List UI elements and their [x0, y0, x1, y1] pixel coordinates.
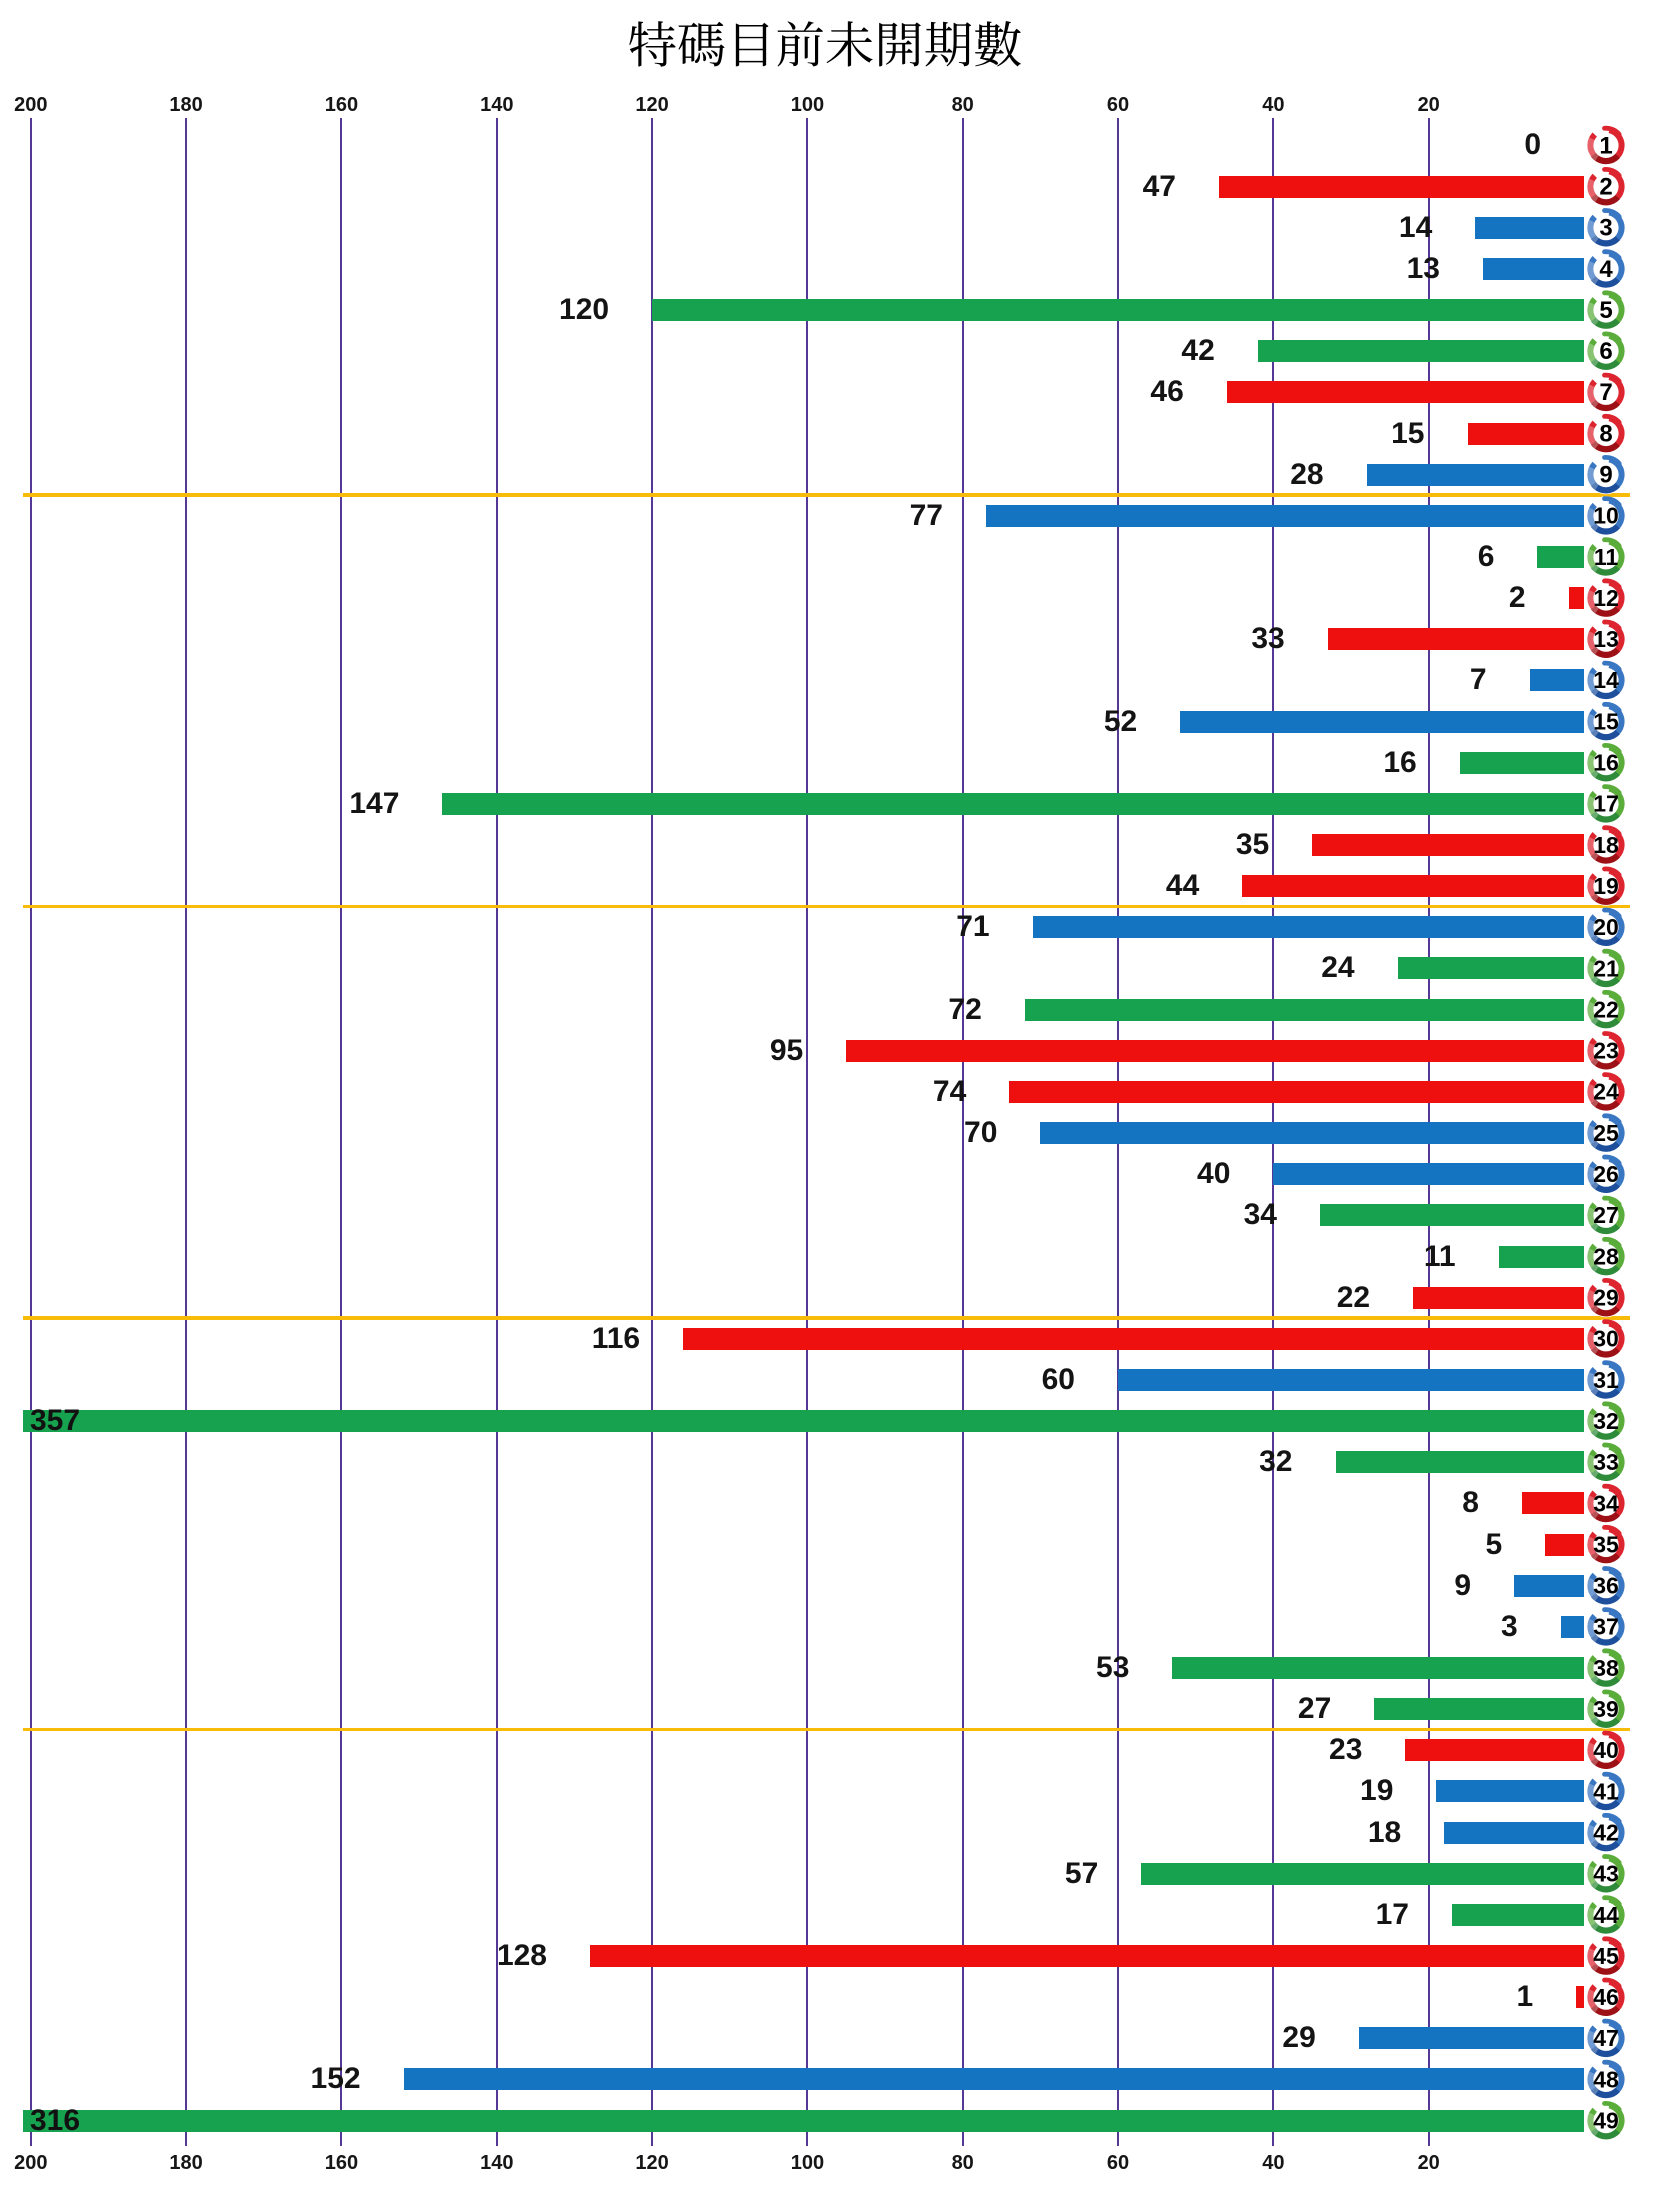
svg-text:14: 14	[1593, 667, 1619, 693]
svg-text:43: 43	[1593, 1861, 1619, 1887]
svg-text:48: 48	[1593, 2066, 1619, 2092]
svg-text:13: 13	[1593, 626, 1619, 652]
svg-text:44: 44	[1593, 1902, 1619, 1928]
svg-text:9: 9	[1599, 462, 1612, 489]
svg-text:2: 2	[1599, 174, 1612, 201]
svg-text:49: 49	[1593, 2108, 1619, 2134]
svg-text:31: 31	[1593, 1367, 1619, 1393]
svg-text:23: 23	[1593, 1038, 1619, 1064]
svg-text:30: 30	[1593, 1326, 1619, 1352]
svg-text:10: 10	[1593, 503, 1619, 529]
svg-text:4: 4	[1599, 256, 1613, 283]
svg-text:20: 20	[1593, 914, 1619, 940]
svg-text:46: 46	[1593, 1984, 1619, 2010]
svg-text:6: 6	[1599, 338, 1612, 365]
svg-text:16: 16	[1593, 750, 1619, 776]
svg-text:41: 41	[1593, 1778, 1619, 1804]
svg-text:7: 7	[1599, 379, 1612, 406]
svg-text:21: 21	[1593, 955, 1619, 981]
svg-text:35: 35	[1593, 1531, 1619, 1557]
svg-text:42: 42	[1593, 1819, 1619, 1845]
svg-text:15: 15	[1593, 708, 1619, 734]
svg-text:27: 27	[1593, 1202, 1619, 1228]
svg-text:17: 17	[1593, 791, 1619, 817]
svg-text:5: 5	[1599, 297, 1612, 324]
svg-text:34: 34	[1593, 1490, 1619, 1516]
svg-text:11: 11	[1594, 544, 1619, 570]
svg-text:25: 25	[1593, 1120, 1619, 1146]
svg-text:24: 24	[1593, 1079, 1619, 1105]
svg-text:19: 19	[1593, 873, 1619, 899]
svg-text:33: 33	[1593, 1449, 1619, 1475]
svg-text:40: 40	[1593, 1737, 1619, 1763]
svg-text:32: 32	[1593, 1408, 1619, 1434]
svg-text:26: 26	[1593, 1161, 1619, 1187]
svg-text:3: 3	[1599, 215, 1612, 242]
svg-text:36: 36	[1593, 1573, 1619, 1599]
svg-text:28: 28	[1593, 1243, 1619, 1269]
svg-text:29: 29	[1593, 1285, 1619, 1311]
svg-text:39: 39	[1593, 1696, 1619, 1722]
svg-text:22: 22	[1593, 996, 1619, 1022]
svg-text:45: 45	[1593, 1943, 1619, 1969]
svg-text:38: 38	[1593, 1655, 1619, 1681]
svg-text:1: 1	[1599, 132, 1612, 159]
svg-text:12: 12	[1593, 585, 1619, 611]
svg-text:37: 37	[1593, 1614, 1619, 1640]
svg-text:18: 18	[1593, 832, 1619, 858]
svg-text:47: 47	[1593, 2025, 1619, 2051]
svg-text:8: 8	[1599, 420, 1612, 447]
